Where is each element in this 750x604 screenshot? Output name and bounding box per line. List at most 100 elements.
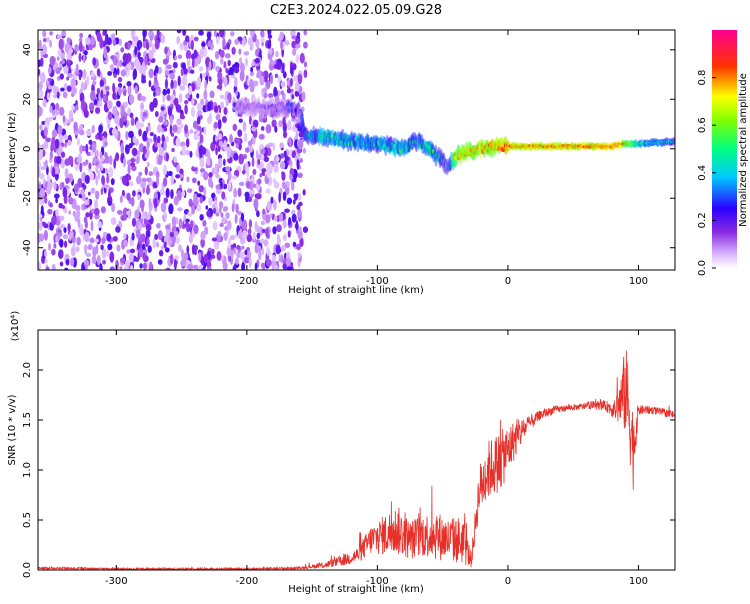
- noise-blob: [255, 149, 259, 160]
- noise-blob: [188, 233, 193, 244]
- noise-blob: [124, 261, 129, 270]
- noise-blob: [120, 142, 125, 154]
- noise-blob: [206, 259, 212, 270]
- noise-blob: [292, 75, 298, 82]
- noise-blob: [161, 133, 165, 143]
- noise-blob: [153, 198, 158, 209]
- noise-blob: [45, 137, 51, 143]
- noise-blob: [141, 223, 146, 228]
- noise-blob: [38, 151, 43, 161]
- noise-blob: [142, 66, 146, 76]
- x-tick-label: -100: [366, 276, 389, 287]
- noise-blob: [39, 187, 46, 199]
- noise-blob: [238, 181, 245, 187]
- signal-blob: [505, 139, 509, 155]
- noise-blob: [68, 210, 72, 215]
- noise-blob: [144, 153, 149, 159]
- noise-blob: [123, 101, 128, 109]
- noise-blob: [47, 208, 53, 215]
- spectrogram-x-axis: -300 -200 -100 0 100: [105, 30, 648, 287]
- noise-blob: [214, 199, 218, 208]
- noise-blob: [231, 203, 235, 213]
- noise-blob: [46, 91, 50, 101]
- signal-blob: [258, 105, 262, 116]
- noise-blob: [251, 126, 257, 132]
- noise-blob: [180, 110, 184, 115]
- noise-blob: [147, 122, 151, 127]
- colorbar-gradient: [712, 30, 737, 268]
- noise-blob: [260, 220, 266, 226]
- noise-blob: [53, 193, 60, 199]
- noise-blob: [251, 237, 257, 243]
- signal-blob: [444, 159, 449, 175]
- signal-blob: [344, 141, 348, 147]
- noise-blob: [97, 100, 103, 108]
- noise-blob: [257, 178, 262, 185]
- signal-blob: [624, 141, 629, 145]
- noise-blob: [231, 46, 236, 55]
- signal-blob: [423, 146, 427, 152]
- colorbar-axis: 0.0 0.2 0.4 0.6 0.8: [697, 70, 716, 276]
- signal-blob: [388, 144, 392, 155]
- signal-blob: [289, 102, 294, 108]
- noise-blob: [284, 208, 290, 213]
- noise-blob: [246, 180, 251, 189]
- noise-blob: [241, 169, 246, 175]
- x-tick-label: -200: [236, 576, 259, 587]
- noise-blob: [233, 247, 237, 255]
- noise-blob: [114, 114, 120, 125]
- signal-blob: [367, 140, 372, 151]
- noise-blob: [89, 237, 95, 244]
- signal-blob: [359, 134, 363, 150]
- noise-blob: [234, 66, 240, 74]
- noise-blob: [246, 166, 250, 178]
- noise-blob: [136, 41, 141, 51]
- noise-blob: [155, 170, 160, 179]
- noise-blob: [48, 242, 51, 251]
- noise-blob: [61, 30, 67, 37]
- signal-blob: [661, 140, 665, 144]
- noise-blob: [76, 236, 81, 246]
- spectrogram-image: [38, 30, 675, 270]
- noise-blob: [67, 155, 74, 166]
- noise-blob: [156, 177, 160, 187]
- noise-blob: [241, 262, 246, 270]
- noise-blob: [90, 71, 95, 78]
- noise-blob: [152, 238, 157, 249]
- noise-blob: [206, 210, 211, 217]
- noise-blob: [89, 171, 95, 181]
- y-tick-label: 0: [22, 146, 33, 152]
- noise-blob: [175, 217, 179, 225]
- noise-blob: [274, 125, 278, 133]
- noise-blob: [275, 61, 282, 70]
- noise-blob: [92, 156, 97, 165]
- noise-blob: [70, 246, 76, 257]
- noise-blob: [91, 124, 95, 134]
- noise-blob: [88, 162, 92, 170]
- noise-blob: [196, 93, 200, 99]
- noise-blob: [66, 37, 71, 44]
- noise-blob: [174, 55, 178, 61]
- noise-blob: [125, 130, 129, 141]
- noise-blob: [148, 171, 154, 176]
- noise-blob: [116, 244, 121, 252]
- noise-blob: [83, 259, 90, 267]
- noise-blob: [85, 252, 92, 257]
- noise-blob: [185, 50, 192, 60]
- noise-blob: [227, 170, 232, 181]
- noise-blob: [217, 145, 221, 152]
- noise-blob: [103, 184, 110, 189]
- noise-blob: [87, 191, 91, 196]
- signal-blob: [414, 139, 419, 145]
- noise-blob: [129, 264, 134, 270]
- noise-blob: [221, 191, 226, 200]
- noise-blob: [184, 150, 191, 156]
- signal-blob: [672, 139, 675, 145]
- noise-blob: [209, 112, 212, 123]
- noise-blob: [78, 52, 82, 62]
- signal-blob: [300, 122, 305, 128]
- noise-blob: [175, 236, 180, 245]
- noise-blob: [58, 38, 64, 50]
- noise-blob: [59, 224, 66, 229]
